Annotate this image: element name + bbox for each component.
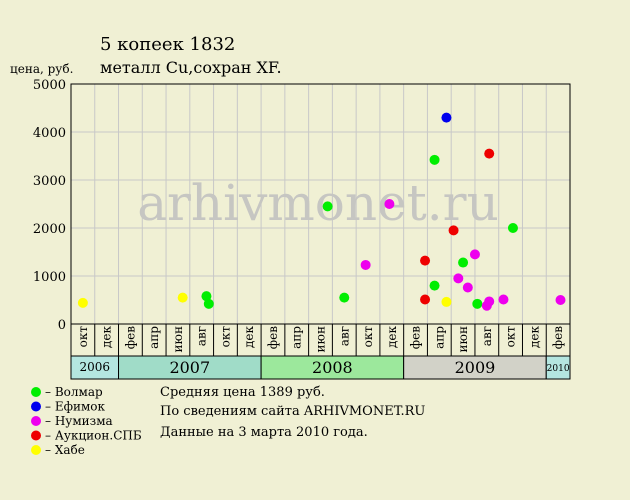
data-point [462, 282, 473, 293]
month-label: дек [242, 326, 256, 348]
month-row [70, 323, 571, 357]
month-label: апр [432, 326, 446, 349]
data-point [177, 292, 188, 303]
year-axis: 2006 2007 2008 2009 2010 [70, 355, 571, 380]
data-point [429, 154, 440, 165]
year-label: 2006 [79, 360, 110, 374]
year-label: 2010 [547, 364, 570, 374]
data-point [484, 296, 495, 307]
data-point [453, 273, 464, 284]
month-label: дек [100, 326, 114, 348]
data-point [339, 292, 350, 303]
data-point [458, 257, 469, 268]
month-label: авг [337, 326, 351, 346]
data-point [484, 148, 495, 159]
y-tick-label: 0 [58, 318, 66, 333]
legend-label: – Нумизма [45, 414, 113, 428]
data-point [420, 294, 431, 305]
legend-marker [31, 416, 41, 426]
data-point [420, 255, 431, 266]
y-tick-labels: 0 1000 2000 3000 4000 5000 [33, 78, 66, 333]
y-tick-label: 5000 [33, 78, 66, 93]
month-label: фев [409, 326, 423, 349]
month-label: окт [218, 326, 232, 348]
chart-title: 5 копеек 1832 [100, 34, 235, 55]
legend-marker [31, 445, 41, 455]
y-tick-label: 3000 [33, 174, 66, 189]
legend-marker [31, 430, 41, 441]
legend-label: – Аукцион.СПБ [45, 429, 142, 443]
month-label: июн [314, 326, 328, 352]
legend-label: – Хабе [45, 443, 85, 457]
month-label: фев [551, 326, 565, 349]
month-label: фев [266, 326, 280, 349]
data-point [201, 291, 212, 302]
legend: – Волмар– Ефимок– Нумизма– Аукцион.СПБ– … [31, 385, 142, 457]
data-point [322, 201, 333, 212]
average-price: Средняя цена 1389 руб. [160, 385, 325, 400]
y-tick-label: 4000 [33, 126, 66, 141]
data-date: Данные на 3 марта 2010 года. [160, 425, 368, 440]
data-point [555, 295, 566, 305]
month-label: фев [123, 326, 137, 349]
data-source: По сведениям сайта ARHIVMONET.RU [160, 404, 425, 419]
month-label: окт [76, 326, 90, 348]
month-label: авг [480, 326, 494, 346]
y-tick-label: 1000 [33, 270, 66, 285]
year-band [545, 355, 571, 380]
y-tick-label: 2000 [33, 222, 66, 237]
data-point [203, 298, 214, 309]
data-point [448, 225, 459, 236]
data-point [429, 280, 440, 291]
month-label: авг [195, 326, 209, 346]
data-points [77, 112, 566, 311]
chart-subtitle: металл Cu,сохран XF. [100, 58, 282, 77]
grid-lines [71, 84, 570, 324]
data-point [472, 298, 483, 309]
legend-label: – Ефимок [45, 400, 106, 414]
month-label: окт [361, 326, 375, 348]
month-label: окт [504, 326, 518, 348]
month-label: июн [171, 326, 185, 352]
month-label: дек [527, 326, 541, 348]
legend-label: – Волмар [45, 385, 103, 399]
month-label: апр [147, 326, 161, 349]
data-point [360, 259, 371, 270]
month-label: дек [385, 326, 399, 348]
watermark: arhivmonet.ru [137, 174, 499, 232]
data-point [441, 112, 452, 123]
data-point [441, 296, 452, 307]
month-label: апр [290, 326, 304, 349]
y-axis-label: цена, руб. [10, 62, 73, 76]
legend-marker [31, 387, 41, 397]
data-point [77, 297, 88, 308]
data-point [498, 294, 509, 305]
data-point [507, 223, 518, 233]
legend-marker [31, 401, 41, 412]
year-label: 2009 [455, 358, 496, 377]
month-axis: окт дек фев апр июн авг окт дек фев апр июн авг окт д… [70, 323, 571, 357]
year-label: 2008 [312, 358, 353, 377]
month-label: июн [456, 326, 470, 352]
year-label: 2007 [169, 358, 210, 377]
data-point [469, 249, 480, 260]
data-point [384, 199, 395, 209]
